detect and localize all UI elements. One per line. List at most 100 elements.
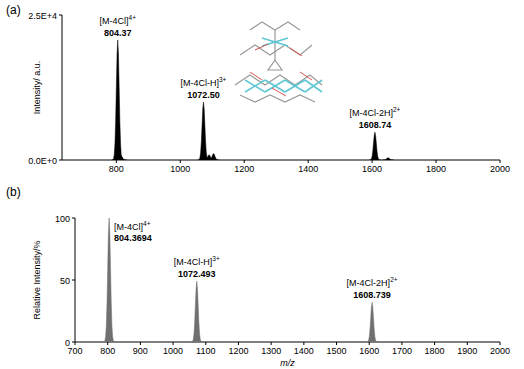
- panel-label: (b): [6, 185, 21, 199]
- x-axis: [75, 342, 500, 343]
- x-tick-label: 800: [100, 346, 115, 356]
- x-tick-label: 1200: [234, 164, 254, 174]
- x-tick-label: 1300: [261, 346, 281, 356]
- metal-bond: [305, 80, 322, 92]
- x-tick: [500, 160, 501, 163]
- y-axis-label: Relative Intensity/%: [32, 240, 42, 319]
- oxygen-bond: [272, 88, 286, 96]
- metal-bond: [245, 80, 265, 92]
- peak: [369, 132, 380, 160]
- x-tick: [467, 342, 468, 345]
- x-tick: [436, 160, 437, 163]
- y-tick-label: 100: [55, 214, 70, 224]
- metal-bond: [285, 80, 305, 92]
- x-tick-label: 1800: [425, 346, 445, 356]
- oxygen-bond: [250, 72, 262, 80]
- mz-label: 1608.739: [353, 290, 391, 300]
- y-axis-label: Intensity/ a.u.: [32, 61, 42, 115]
- oxygen-bond: [300, 72, 312, 80]
- ion-formula: [M-4Cl-H]: [181, 78, 220, 88]
- x-tick: [140, 342, 141, 345]
- mz-label: 1072.50: [187, 90, 220, 100]
- x-axis-label: m/z: [280, 358, 295, 368]
- x-tick-label: 2000: [490, 346, 510, 356]
- ion-charge: 4+: [143, 220, 151, 227]
- x-tick-label: 1900: [457, 346, 477, 356]
- structure-metal: [245, 38, 322, 92]
- ion-charge: 4+: [129, 14, 137, 21]
- bond: [240, 45, 312, 55]
- mz-label: 804.37: [104, 28, 132, 38]
- x-tick-label: 800: [109, 164, 124, 174]
- bond: [240, 95, 315, 102]
- x-tick-label: 1800: [426, 164, 446, 174]
- x-tick-label: 1000: [170, 164, 190, 174]
- y-tick: [59, 15, 62, 16]
- x-tick-label: 1500: [327, 346, 347, 356]
- x-tick: [107, 342, 108, 345]
- peak: [116, 156, 127, 160]
- x-tick: [372, 160, 373, 163]
- panel-label: (a): [6, 3, 21, 17]
- peaks: [112, 40, 394, 160]
- metal-bond: [285, 80, 305, 92]
- y-tick: [72, 218, 75, 219]
- y-axis: [62, 15, 63, 160]
- ion-label: [M-4Cl-2H]2+: [349, 106, 400, 118]
- metal-bond: [245, 80, 265, 92]
- x-tick: [180, 160, 181, 163]
- y-tick-label: 2.5E+4: [28, 11, 57, 21]
- ion-formula: [M-4Cl]: [100, 16, 129, 26]
- x-tick-label: 700: [67, 346, 82, 356]
- ion-formula: [M-4Cl]: [114, 222, 143, 232]
- ion-formula: [M-4Cl-2H]: [347, 278, 391, 288]
- x-tick-label: 1400: [298, 164, 318, 174]
- peak: [191, 281, 202, 342]
- oxygen-bond: [255, 44, 268, 50]
- x-tick: [205, 342, 206, 345]
- x-tick-label: 1100: [196, 346, 215, 356]
- structure-oxygen: [250, 44, 312, 96]
- mz-label: 1072.493: [178, 269, 216, 279]
- x-tick-label: 2000: [490, 164, 510, 174]
- structure-inset: [235, 22, 322, 102]
- ion-charge: 3+: [212, 255, 220, 262]
- x-tick: [75, 342, 76, 345]
- x-tick: [308, 160, 309, 163]
- peak: [112, 40, 123, 160]
- ion-label: [M-4Cl]4+: [114, 220, 151, 232]
- ion-charge: 3+: [219, 76, 227, 83]
- x-tick: [303, 342, 304, 345]
- x-tick-label: 1000: [163, 346, 183, 356]
- ion-label: [M-4Cl]4+: [100, 14, 137, 26]
- ion-formula: [M-4Cl-H]: [174, 257, 213, 267]
- peak: [208, 154, 219, 160]
- x-tick: [271, 342, 272, 345]
- ion-label: [M-4Cl-H]3+: [181, 76, 227, 88]
- x-tick-label: 1400: [294, 346, 314, 356]
- metal-bond: [305, 80, 322, 92]
- x-tick: [116, 160, 117, 163]
- panel-0: (a)0.0E+02.5E+48001000120014001600180020…: [6, 3, 510, 174]
- peak: [366, 302, 377, 342]
- peak: [104, 218, 115, 342]
- x-axis: [62, 160, 500, 161]
- peak: [198, 102, 209, 160]
- x-tick: [401, 342, 402, 345]
- x-tick-label: 1600: [359, 346, 379, 356]
- figure: (a) 0.0E+0 2.5E+4 800 1000 1200 1400 1600 1800 20…: [0, 0, 524, 369]
- x-tick: [369, 342, 370, 345]
- x-tick-label: 900: [133, 346, 148, 356]
- x-tick-label: 1200: [228, 346, 248, 356]
- ion-label: [M-4Cl-2H]2+: [347, 276, 398, 288]
- ion-charge: 2+: [390, 276, 398, 283]
- y-tick-label: 0.0E+0: [28, 156, 57, 166]
- x-tick: [500, 342, 501, 345]
- ion-charge: 2+: [393, 106, 401, 113]
- x-tick: [173, 342, 174, 345]
- peak: [383, 158, 394, 160]
- y-tick-label: 50: [60, 276, 70, 286]
- panel-1: (b)0501007008009001000110012001300140015…: [6, 185, 510, 368]
- x-tick-label: 1700: [392, 346, 412, 356]
- mz-label: 804.3694: [114, 233, 152, 243]
